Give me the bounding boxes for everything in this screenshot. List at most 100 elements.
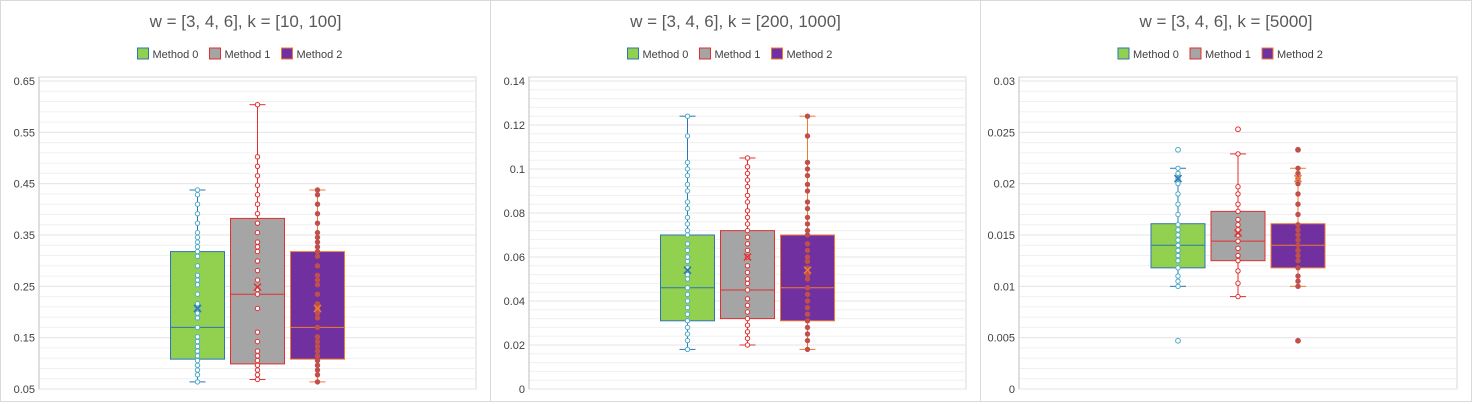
y-tick-label: 0.14 <box>504 76 525 88</box>
outlier-point <box>1295 337 1301 344</box>
y-tick-label: 0.15 <box>14 333 35 345</box>
data-point <box>314 239 321 245</box>
data-point <box>194 244 201 250</box>
data-point <box>1175 273 1181 279</box>
data-point <box>744 208 751 214</box>
data-point <box>684 276 691 282</box>
data-point <box>744 302 751 309</box>
data-point <box>194 192 201 198</box>
data-point <box>314 379 321 385</box>
mean-marker <box>1173 174 1183 183</box>
data-point <box>254 163 261 169</box>
data-point <box>194 210 201 217</box>
data-point <box>1295 201 1301 207</box>
y-tick-label: 0.12 <box>504 120 525 132</box>
legend-label-method-0: Method 0 <box>643 49 689 61</box>
data-point <box>314 192 321 198</box>
data-point <box>744 287 751 293</box>
data-point <box>804 232 811 238</box>
legend-swatch-method-1 <box>1189 47 1202 60</box>
data-point <box>684 318 691 324</box>
data-point <box>1235 280 1241 286</box>
y-tick-label: 0.08 <box>504 208 525 220</box>
data-point <box>1175 180 1181 187</box>
data-point <box>744 192 751 199</box>
data-point <box>314 362 321 369</box>
data-point <box>1295 265 1301 271</box>
data-point <box>194 301 201 307</box>
mean-marker <box>1233 228 1243 237</box>
data-point <box>254 182 261 188</box>
data-point <box>804 133 811 139</box>
data-point <box>314 334 321 340</box>
data-point <box>684 181 691 188</box>
data-point <box>194 362 201 369</box>
data-point <box>194 310 201 316</box>
chart-panel-2: w = [3, 4, 6], k = [200, 1000] Method 0 Me… <box>490 0 981 402</box>
data-point <box>314 210 321 217</box>
data-point <box>194 201 201 207</box>
data-point <box>684 166 691 172</box>
data-point <box>314 282 321 288</box>
chart-title: w = [3, 4, 6], k = [10, 100] <box>149 12 342 31</box>
legend-swatch-method-0 <box>137 47 149 60</box>
data-point <box>744 170 751 177</box>
data-point <box>194 239 201 245</box>
data-point <box>314 353 321 359</box>
data-point <box>254 362 261 369</box>
data-point <box>744 214 751 221</box>
data-point <box>684 291 691 298</box>
data-point <box>804 311 811 317</box>
y-tick-label: 0.02 <box>504 340 525 352</box>
data-point <box>744 315 751 322</box>
data-point <box>1235 191 1241 197</box>
data-point <box>314 310 321 316</box>
data-point <box>314 248 321 255</box>
y-tick-label: 0.25 <box>14 281 35 293</box>
data-point <box>314 229 321 236</box>
data-point <box>684 159 691 166</box>
data-point <box>804 199 811 205</box>
data-point <box>744 342 751 348</box>
data-point <box>314 272 321 278</box>
data-point <box>254 353 261 359</box>
outlier-point <box>1295 146 1301 153</box>
data-point <box>1295 283 1301 290</box>
y-tick-label: 0.05 <box>14 384 35 396</box>
data-point <box>1235 201 1241 207</box>
y-tick-label: 0 <box>1009 384 1015 396</box>
data-point <box>804 113 811 119</box>
data-point <box>314 187 321 193</box>
data-point <box>194 324 201 331</box>
data-point <box>684 205 691 212</box>
data-point <box>744 269 751 276</box>
data-point <box>194 248 201 255</box>
y-tick-label: 0.35 <box>14 230 35 242</box>
data-point <box>1295 273 1301 279</box>
data-point <box>804 346 811 353</box>
data-point <box>684 214 691 221</box>
data-point <box>804 285 811 291</box>
data-point <box>744 276 751 282</box>
chart-panel-1: w = [3, 4, 6], k = [10, 100] Method 0 Meth… <box>0 0 491 402</box>
data-point <box>684 311 691 317</box>
data-point <box>1235 208 1241 215</box>
mean-marker <box>193 304 202 313</box>
box-plot-chart: w = [3, 4, 6], k = [5000] Method 0 Method … <box>987 12 1458 396</box>
data-point <box>1235 268 1241 274</box>
data-point <box>684 113 691 119</box>
data-point <box>804 258 811 265</box>
data-point <box>314 234 321 241</box>
data-point <box>684 133 691 139</box>
data-point <box>744 309 751 315</box>
box-method-0 <box>660 113 715 353</box>
data-point <box>254 357 261 364</box>
data-point <box>804 291 811 298</box>
data-point <box>314 263 321 269</box>
data-point <box>254 248 261 255</box>
data-point <box>804 227 811 234</box>
box-method-0 <box>1150 146 1206 344</box>
legend-swatch-method-2 <box>1261 47 1274 60</box>
mean-marker <box>743 252 752 262</box>
outlier-point <box>1235 126 1241 133</box>
